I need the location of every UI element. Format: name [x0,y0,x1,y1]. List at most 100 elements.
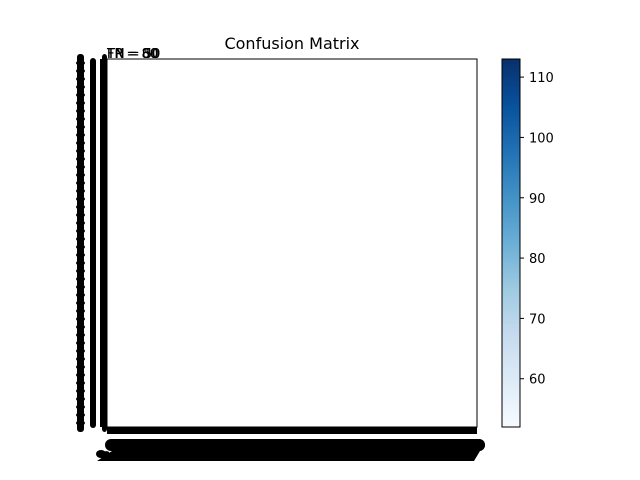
x-tick-label [365,451,375,459]
y-tick-label [76,404,85,410]
y-tick-label [76,380,85,386]
x-tick-label [232,451,243,459]
y-tick-label [76,196,85,202]
x-tick-label [396,451,406,459]
x-tick-label [333,451,344,459]
x-tick-label [372,451,383,459]
y-tick-label [76,260,85,266]
x-tick-label [162,451,172,459]
y-tick-label [76,108,85,114]
y-tick-label [76,308,85,314]
colorbar-tick-label: 90 [529,192,546,207]
x-tick-label [450,451,461,459]
y-tick-label [76,388,85,394]
x-tick-label [310,451,320,459]
x-tick-label [388,451,398,459]
y-tick-label [76,132,85,138]
y-tick-label [76,300,85,306]
x-tick-label [139,451,149,459]
x-tick-label [287,451,297,459]
y-tick-label [76,420,85,426]
y-tick-label [76,372,85,378]
x-tick-label [411,451,422,459]
x-tick-label [427,451,437,459]
y-tick-label [76,364,85,370]
y-tick-label-stack [77,54,84,432]
y-tick-label [76,84,85,90]
y-tick-label [76,236,85,242]
x-tick-label [248,451,258,459]
y-tick-label [76,356,85,362]
x-tick-label [435,451,445,459]
x-tick-label [302,451,313,459]
x-tick-label [185,451,196,459]
y-tick-label [76,204,85,210]
y-tick-label [76,324,85,330]
x-tick-label [217,451,227,459]
y-tick-label [76,412,85,418]
x-tick-label [193,451,204,459]
cell-annotation: TN = 50 [106,47,160,62]
x-tick-label [357,451,367,459]
x-tick-label [404,451,414,459]
y-tick-label [76,68,85,74]
y-tick-label [76,76,85,82]
y-tick-label [76,228,85,234]
x-tick-label [380,451,391,459]
y-tick-label [76,340,85,346]
y-tick-label [76,396,85,402]
x-tick-label [154,451,165,459]
colorbar-tick-label: 60 [529,373,546,388]
x-tick-label [326,451,336,459]
x-tick-label [341,451,352,459]
x-tick-label [240,451,250,459]
y-tick-label [76,60,85,66]
y-tick-label [76,244,85,250]
y-tick-label [76,292,85,298]
x-tick-label [201,451,211,459]
x-tick-label [349,451,359,459]
colorbar [501,58,521,428]
cell-annotation: FN = 30 [107,47,160,62]
colorbar-tick-label: 100 [529,131,554,146]
y-tick-label [76,164,85,170]
x-tick-labels [96,427,485,461]
y-tick-label [76,332,85,338]
x-tick-label [256,451,266,459]
cell-annotation: FP = 80 [107,47,158,62]
x-tick-label [318,451,328,459]
x-tick-label [466,451,476,459]
y-tick-labels [76,54,107,432]
colorbar-tick-label: 80 [529,252,546,267]
y-tick-label [76,316,85,322]
colorbar-tick-label: 70 [529,312,546,327]
x-tick-label [178,451,188,459]
y-tick-label [76,252,85,258]
y-tick-label-stack [90,58,96,428]
y-tick-label [76,92,85,98]
y-tick-label [76,100,85,106]
x-tick-label [263,451,274,459]
y-tick-label [76,116,85,122]
y-tick-label [76,172,85,178]
y-tick-label [76,188,85,194]
cell-annotation: TP = 60 [106,47,158,62]
y-tick-label [76,212,85,218]
x-tick-label [131,451,141,459]
y-tick-label [76,220,85,226]
x-tick-label [170,451,180,459]
y-tick-label [76,180,85,186]
x-tick-label [115,451,126,459]
x-tick-label [209,451,219,459]
colorbar-ticks: 60 70 80 90 100 110 [520,71,554,388]
x-tick-label [123,451,134,459]
x-tick-label [224,451,235,459]
heatmap-area [106,58,478,428]
x-tick-label [473,439,485,451]
y-tick-label [76,124,85,130]
y-tick-label [76,156,85,162]
y-tick-label [76,348,85,354]
x-tick-label-stack [105,439,485,451]
x-tick-label [147,451,157,459]
